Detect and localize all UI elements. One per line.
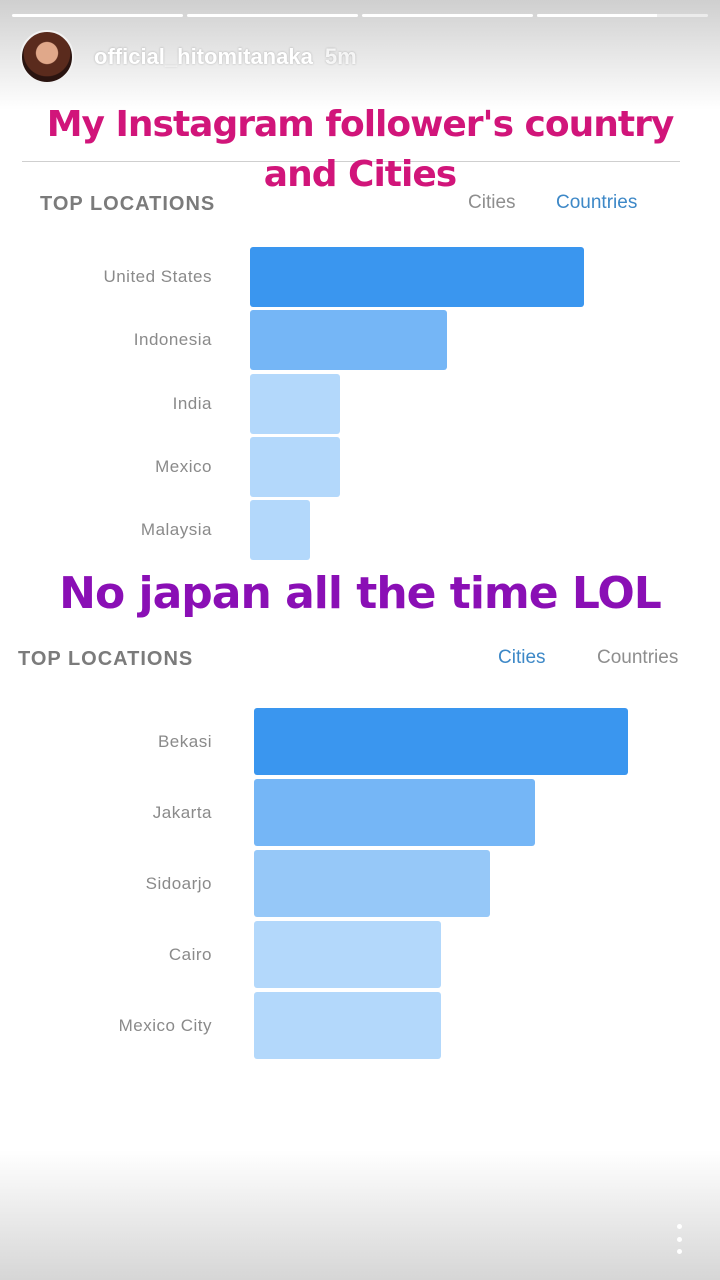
bar-label: United States bbox=[103, 267, 212, 286]
progress-segment bbox=[537, 14, 708, 17]
divider bbox=[22, 161, 680, 162]
bar-label: Cairo bbox=[168, 944, 212, 964]
tab-cities[interactable]: Cities bbox=[498, 647, 546, 668]
bar bbox=[254, 992, 441, 1059]
bar-label: Bekasi bbox=[157, 731, 212, 751]
progress-fill bbox=[537, 14, 657, 17]
progress-fill bbox=[187, 14, 358, 17]
story-header: official_hitomitanaka 5m bbox=[20, 30, 357, 84]
bar bbox=[250, 247, 584, 307]
progress-segment bbox=[362, 14, 533, 17]
bar bbox=[250, 436, 341, 497]
avatar[interactable] bbox=[20, 30, 74, 84]
top-gradient bbox=[0, 0, 720, 110]
progress-fill bbox=[12, 14, 183, 17]
bar bbox=[254, 779, 535, 846]
bar-label: Mexico City bbox=[118, 1015, 212, 1035]
caption-title-line1: My Instagram follower's country bbox=[46, 104, 675, 145]
bar bbox=[254, 708, 628, 775]
progress-segment bbox=[12, 14, 183, 17]
bar bbox=[254, 921, 441, 988]
bar bbox=[250, 310, 448, 371]
caption-comment: No japan all the time LOL bbox=[59, 568, 662, 619]
bottom-gradient bbox=[0, 1150, 720, 1280]
bar-label: Mexico bbox=[155, 456, 212, 476]
bar-label: Malaysia bbox=[140, 520, 212, 540]
bar-label: Indonesia bbox=[133, 330, 212, 350]
story-progress-bar bbox=[12, 14, 708, 17]
bar bbox=[250, 373, 341, 434]
tab-countries[interactable]: Countries bbox=[597, 647, 679, 668]
tab-countries[interactable]: Countries bbox=[556, 192, 638, 213]
bar bbox=[250, 500, 311, 561]
post-time: 5m bbox=[324, 44, 357, 69]
section-title: TOP LOCATIONS bbox=[18, 648, 194, 670]
bar bbox=[254, 850, 490, 917]
username[interactable]: official_hitomitanaka bbox=[94, 44, 313, 69]
bar-label: India bbox=[172, 393, 212, 413]
bar-label: Jakarta bbox=[152, 802, 212, 822]
progress-segment bbox=[187, 14, 358, 17]
section-title: TOP LOCATIONS bbox=[40, 193, 216, 215]
tab-cities[interactable]: Cities bbox=[468, 192, 516, 213]
more-options-icon[interactable] bbox=[674, 1224, 684, 1254]
progress-fill bbox=[362, 14, 533, 17]
bar-label: Sidoarjo bbox=[145, 873, 212, 893]
caption-title-line2: and Cities bbox=[263, 154, 457, 195]
